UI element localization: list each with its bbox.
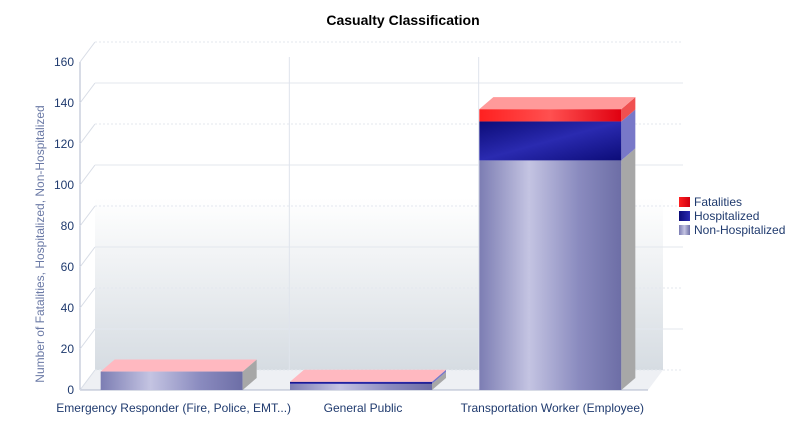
x-category-label: Transportation Worker (Employee) bbox=[461, 401, 644, 415]
bar-top bbox=[100, 359, 257, 372]
bar-side-non-hospitalized bbox=[432, 371, 446, 390]
y-tick-label: 120 bbox=[54, 137, 74, 151]
chart-title: Casualty Classification bbox=[326, 12, 480, 28]
gridline-depth bbox=[79, 41, 96, 63]
y-tick-label: 60 bbox=[61, 260, 75, 274]
bar-non-hospitalized bbox=[290, 383, 432, 390]
bar-non-hospitalized bbox=[100, 371, 243, 390]
gridline-depth bbox=[79, 82, 96, 104]
y-axis-label: Number of Fatalities, Hospitalized, Non-… bbox=[33, 105, 47, 382]
legend-label-non-hospitalized: Non-Hospitalized bbox=[694, 223, 786, 237]
gridline-depth bbox=[79, 287, 96, 309]
bar-side-fatalities bbox=[621, 97, 636, 122]
legend-swatch-non-hospitalized bbox=[679, 225, 690, 235]
y-tick-label: 0 bbox=[67, 383, 74, 397]
y-tick-label: 100 bbox=[54, 178, 74, 192]
gridline-depth bbox=[79, 164, 96, 186]
legend-item-non-hospitalized: Non-Hospitalized bbox=[679, 223, 785, 237]
bar-hospitalized bbox=[479, 121, 622, 161]
gridline-depth bbox=[79, 123, 96, 145]
y-tick-label: 80 bbox=[61, 219, 75, 233]
legend-item-hospitalized: Hospitalized bbox=[679, 209, 785, 223]
legend-swatch-hospitalized bbox=[679, 211, 690, 221]
legend-swatch-fatalities bbox=[679, 197, 690, 207]
bar-hospitalized bbox=[290, 381, 432, 384]
legend-label-hospitalized: Hospitalized bbox=[694, 209, 760, 223]
x-category-label: General Public bbox=[324, 401, 403, 415]
gridline-depth bbox=[79, 246, 96, 268]
gridline-depth bbox=[79, 369, 96, 391]
x-category-label: Emergency Responder (Fire, Police, EMT..… bbox=[56, 401, 291, 415]
legend-label-fatalities: Fatalities bbox=[694, 195, 743, 209]
bar-side-hospitalized bbox=[432, 369, 446, 384]
bar-side-hospitalized bbox=[621, 109, 636, 161]
bar-top bbox=[290, 369, 446, 382]
bar-fatalities bbox=[479, 109, 622, 122]
bar-side-non-hospitalized bbox=[621, 148, 636, 390]
bar-side-non-hospitalized bbox=[242, 359, 257, 390]
bar-top bbox=[479, 97, 636, 110]
legend: Fatalities Hospitalized Non-Hospitalized bbox=[679, 195, 785, 237]
gridline-depth bbox=[79, 205, 96, 227]
y-tick-label: 140 bbox=[54, 96, 74, 110]
y-tick-label: 160 bbox=[54, 55, 74, 69]
gridline-depth bbox=[79, 328, 96, 350]
y-tick-label: 40 bbox=[61, 301, 75, 315]
y-tick-label: 20 bbox=[61, 342, 75, 356]
legend-item-fatalities: Fatalities bbox=[679, 195, 785, 209]
bar-non-hospitalized bbox=[479, 160, 622, 390]
